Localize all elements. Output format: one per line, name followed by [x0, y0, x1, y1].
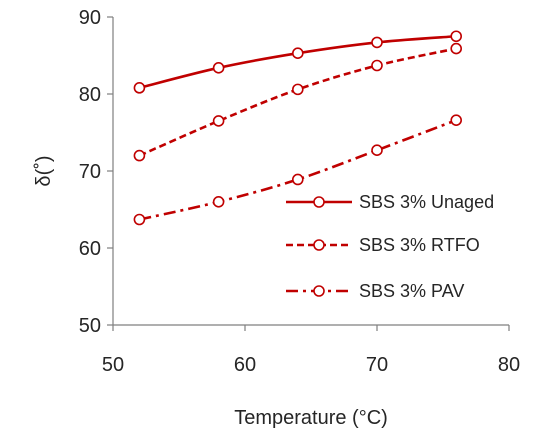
- legend-entry: SBS 3% RTFO: [286, 235, 480, 255]
- series-2: [133, 42, 463, 162]
- data-point: [212, 115, 225, 127]
- data-point: [371, 36, 383, 49]
- data-point: [212, 196, 225, 208]
- data-point: [133, 149, 146, 162]
- x-tick-label: 70: [366, 354, 388, 376]
- x-tick-label: 80: [498, 354, 520, 376]
- data-point: [450, 42, 463, 55]
- series-line: [139, 118, 457, 221]
- y-tick-label: 50: [79, 315, 101, 337]
- axes: 50 60 70 80 90 50 60 70 80: [79, 7, 520, 376]
- series-layer: [133, 30, 463, 226]
- data-point: [291, 173, 304, 186]
- data-point: [291, 47, 304, 59]
- legend-label: SBS 3% RTFO: [359, 235, 480, 255]
- data-point: [371, 59, 383, 72]
- data-point: [450, 30, 463, 43]
- legend-swatch-marker: [313, 196, 325, 208]
- legend-entry: SBS 3% PAV: [286, 281, 464, 301]
- y-axis-title: δ(˚): [33, 155, 55, 186]
- legend-swatch-marker: [313, 239, 325, 251]
- legend: SBS 3% Unaged SBS 3% RTFO SBS 3% PAV: [286, 192, 494, 301]
- y-tick-label: 80: [79, 84, 101, 106]
- data-point: [133, 213, 146, 226]
- series-line: [139, 34, 457, 90]
- data-point: [291, 83, 304, 96]
- y-tick-label: 70: [79, 161, 101, 183]
- x-tick-label: 60: [234, 354, 256, 376]
- legend-label: SBS 3% Unaged: [359, 192, 494, 212]
- legend-entry: SBS 3% Unaged: [286, 192, 494, 212]
- data-point: [212, 62, 225, 74]
- x-tick-label: 50: [102, 354, 124, 376]
- data-point: [450, 114, 463, 126]
- y-tick-label: 60: [79, 238, 101, 260]
- y-tick-label: 90: [79, 7, 101, 29]
- data-point: [133, 82, 146, 94]
- legend-label: SBS 3% PAV: [359, 281, 464, 301]
- data-point: [371, 144, 383, 157]
- series-3: [133, 114, 463, 226]
- series-1: [133, 30, 463, 94]
- x-axis-title: Temperature (°C): [234, 407, 388, 429]
- legend-swatch-marker: [313, 285, 325, 297]
